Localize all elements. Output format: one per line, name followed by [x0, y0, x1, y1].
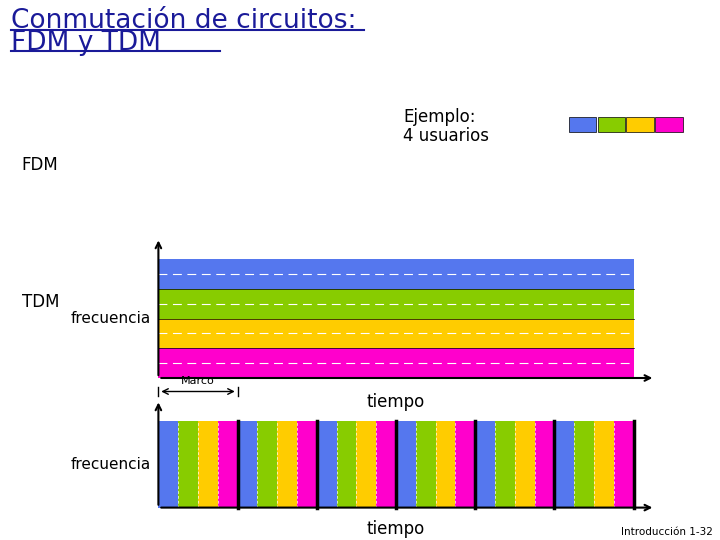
Bar: [655, 117, 683, 132]
Bar: [297, 421, 317, 508]
Bar: [238, 421, 258, 508]
Bar: [179, 421, 198, 508]
Bar: [436, 421, 455, 508]
Bar: [613, 421, 634, 508]
Text: Conmutación de circuitos:: Conmutación de circuitos:: [11, 8, 356, 34]
Bar: [158, 289, 634, 319]
Text: Ejemplo:: Ejemplo:: [403, 108, 476, 126]
Bar: [337, 421, 356, 508]
Bar: [569, 117, 596, 132]
Bar: [277, 421, 297, 508]
Bar: [575, 421, 594, 508]
Text: tiempo: tiempo: [367, 393, 425, 411]
Text: frecuencia: frecuencia: [71, 311, 151, 326]
Bar: [554, 421, 575, 508]
Bar: [598, 117, 625, 132]
Bar: [158, 348, 634, 378]
Text: FDM y TDM: FDM y TDM: [11, 30, 161, 56]
Bar: [515, 421, 534, 508]
Bar: [258, 421, 277, 508]
Text: FDM: FDM: [22, 156, 58, 174]
Text: Marco: Marco: [181, 376, 215, 386]
Bar: [495, 421, 515, 508]
Text: Introducción 1-32: Introducción 1-32: [621, 527, 713, 537]
Text: 4 usuarios: 4 usuarios: [403, 127, 489, 145]
Text: frecuencia: frecuencia: [71, 457, 151, 472]
Bar: [198, 421, 218, 508]
Bar: [317, 421, 337, 508]
Bar: [158, 421, 179, 508]
Bar: [626, 117, 654, 132]
Bar: [158, 259, 634, 289]
Bar: [396, 421, 416, 508]
Text: tiempo: tiempo: [367, 520, 425, 538]
Bar: [376, 421, 396, 508]
Bar: [534, 421, 554, 508]
Bar: [455, 421, 475, 508]
Bar: [416, 421, 436, 508]
Bar: [158, 319, 634, 348]
Bar: [594, 421, 613, 508]
Text: TDM: TDM: [22, 293, 59, 312]
Bar: [217, 421, 238, 508]
Bar: [356, 421, 376, 508]
Bar: [475, 421, 495, 508]
